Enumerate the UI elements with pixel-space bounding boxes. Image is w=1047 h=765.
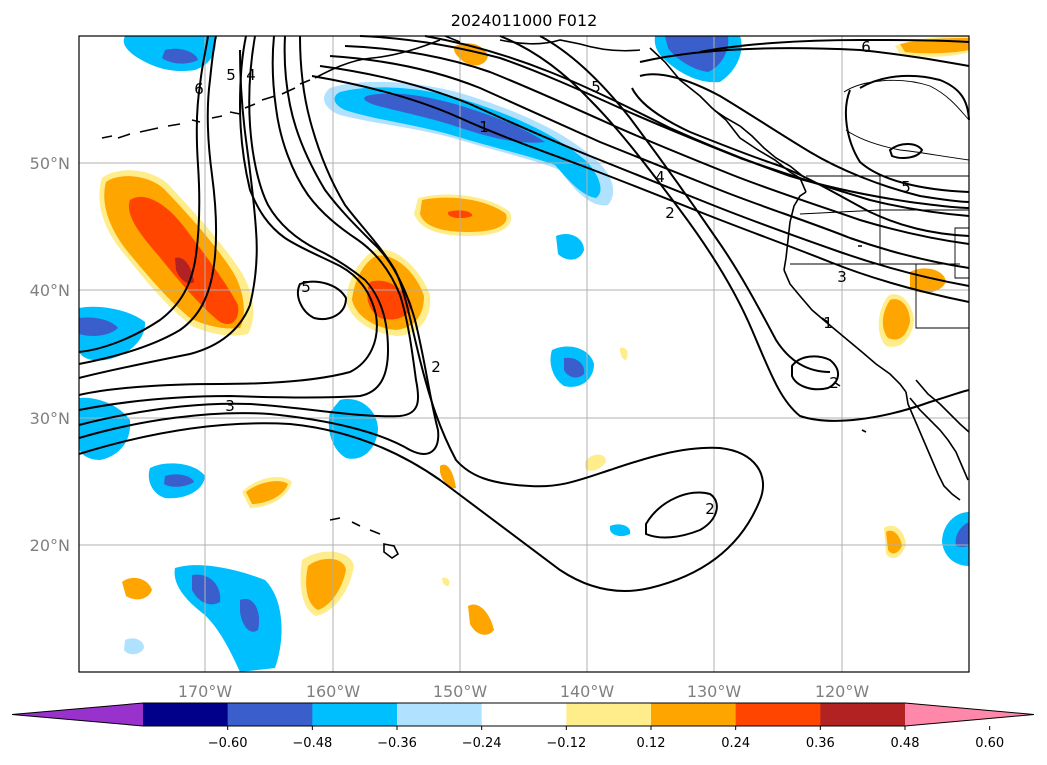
lon-tick-labels: 170°W 160°W 150°W 140°W 130°W 120°W — [178, 682, 870, 701]
colorbar-tick-label: −0.60 — [208, 736, 248, 751]
shaded-region-positive — [585, 454, 606, 471]
shaded-region-negative — [564, 357, 585, 378]
contour-label: 1 — [479, 118, 489, 136]
map-title: 2024011000 F012 — [451, 11, 598, 30]
colorbar-swatch — [481, 703, 567, 726]
state-borders — [790, 79, 970, 329]
map-frame — [78, 35, 970, 673]
shaded-region-negative — [124, 638, 144, 655]
shaded-region-negative — [942, 512, 969, 566]
lat-tick-label: 30°N — [30, 409, 70, 428]
shaded-region-negative — [556, 233, 584, 260]
contour-label: 4 — [246, 66, 256, 84]
contours — [78, 35, 970, 592]
lat-tick-labels: 50°N 40°N 30°N 20°N — [30, 154, 70, 555]
map-panel: 6 5 4 1 5 4 2 6 5 5 2 3 2 3 1 2 — [78, 35, 970, 673]
contour-label: 6 — [861, 38, 871, 56]
shaded-field — [79, 36, 969, 672]
contour-label: 2 — [829, 374, 839, 392]
shaded-region-positive — [440, 464, 456, 489]
colorbar-tick-label: 0.24 — [721, 736, 750, 751]
colorbar-tick-label: 0.36 — [806, 736, 835, 751]
contour-label: 6 — [194, 80, 204, 98]
shaded-region-negative — [164, 474, 194, 487]
shaded-region-positive — [886, 530, 902, 554]
shaded-region-positive — [882, 299, 910, 340]
shaded-region-negative — [79, 317, 118, 336]
shaded-region-negative — [240, 598, 260, 632]
lon-tick-label: 160°W — [306, 682, 361, 701]
shaded-region-negative — [955, 522, 969, 547]
shaded-region-positive — [442, 577, 450, 586]
contour-label: 3 — [225, 397, 235, 415]
lat-tick-label: 50°N — [30, 154, 70, 173]
shaded-region-negative — [79, 397, 131, 460]
shaded-region-positive — [306, 558, 346, 610]
colorbar-extend-high — [905, 703, 1034, 726]
colorbar-tick-label: 0.48 — [891, 736, 920, 751]
colorbar-swatch — [566, 703, 652, 726]
colorbar-swatch — [651, 703, 737, 726]
lon-tick-label: 130°W — [687, 682, 742, 701]
shaded-region-negative — [364, 93, 545, 143]
colorbar-tick-label: −0.12 — [546, 736, 586, 751]
contour-labels: 6 5 4 1 5 4 2 6 5 5 2 3 2 3 1 2 — [194, 38, 911, 518]
lon-tick-label: 140°W — [560, 682, 615, 701]
colorbar-tick-label: 0.60 — [975, 736, 1004, 751]
colorbar-tick-label: −0.24 — [462, 736, 502, 751]
colorbar-swatch — [143, 703, 229, 726]
contour-label: 2 — [665, 204, 675, 222]
shaded-region-negative — [162, 48, 198, 64]
colorbar-outline — [11, 702, 1035, 727]
contour-label: 1 — [823, 314, 833, 332]
shaded-region-positive — [468, 604, 494, 635]
gridlines — [79, 36, 969, 672]
lon-tick-label: 150°W — [433, 682, 488, 701]
colorbar-swatch — [397, 703, 483, 726]
colorbar-tick-label: −0.36 — [377, 736, 417, 751]
colorbar — [11, 702, 1035, 727]
contour-label: 2 — [705, 500, 715, 518]
colorbar-swatch — [735, 703, 821, 726]
contour-label: 5 — [591, 78, 601, 96]
coastlines — [101, 35, 970, 559]
shaded-region-positive — [122, 577, 152, 600]
shaded-region-positive — [246, 481, 288, 504]
shaded-region-positive — [620, 347, 628, 360]
lon-tick-label: 170°W — [178, 682, 233, 701]
contour-label: 2 — [431, 358, 441, 376]
shaded-region-negative — [334, 87, 601, 198]
shaded-region-positive — [175, 257, 194, 284]
colorbar-tick-label: 0.12 — [637, 736, 666, 751]
colorbar-swatch — [227, 703, 313, 726]
lat-tick-label: 40°N — [30, 281, 70, 300]
contour-label: 5 — [226, 66, 236, 84]
colorbar-ticks: −0.60 −0.48 −0.36 −0.24 −0.12 0.12 0.24 0.36 0.4… — [208, 726, 1004, 751]
contour-label: 5 — [901, 178, 911, 196]
lat-tick-label: 20°N — [30, 536, 70, 555]
contour-label: 3 — [837, 268, 847, 286]
colorbar-swatch — [312, 703, 398, 726]
shaded-region-negative — [610, 524, 631, 537]
colorbar-tick-label: −0.48 — [292, 736, 332, 751]
colorbar-extend-low — [12, 703, 143, 726]
contour-label: 4 — [655, 168, 665, 186]
lon-tick-label: 120°W — [815, 682, 870, 701]
shaded-region-negative — [665, 36, 729, 72]
contour-label: 5 — [301, 278, 311, 296]
colorbar-swatch — [820, 703, 906, 726]
shaded-region-negative — [192, 574, 221, 605]
